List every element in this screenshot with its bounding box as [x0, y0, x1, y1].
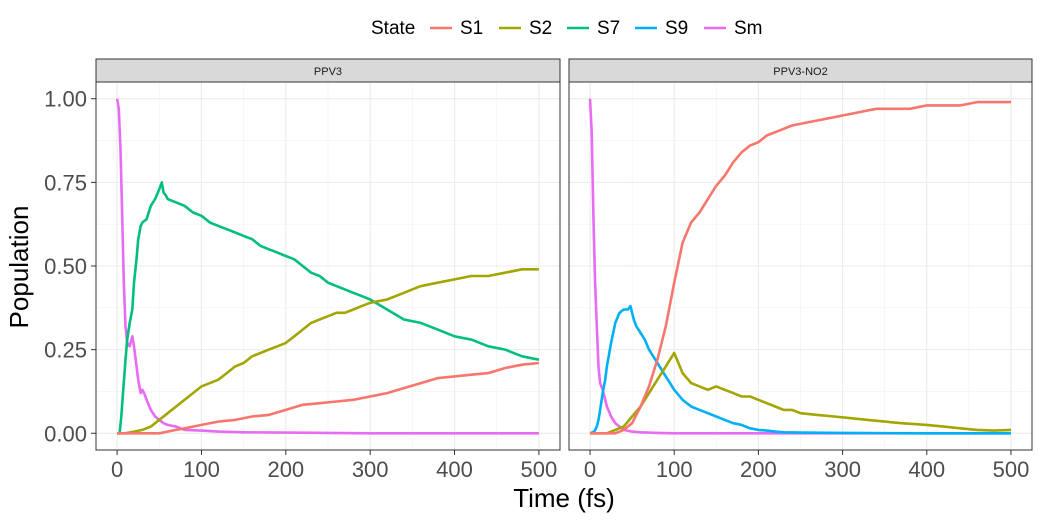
panel-2: PPV3-NO2 0 100 200 300 400 500 — [568, 58, 1033, 482]
x-tick-label: 200 — [740, 457, 777, 482]
legend-label-s9: S9 — [665, 18, 688, 39]
panel-1: PPV3 0 100 200 300 400 500 0.00 0.25 0.50 0.75 1.00 — [44, 58, 561, 482]
x-tick-label: 100 — [183, 457, 220, 482]
x-tick-label: 100 — [656, 457, 693, 482]
legend-label-s2: S2 — [529, 18, 552, 39]
x-tick-label: 400 — [436, 457, 473, 482]
x-tick-label: 500 — [993, 457, 1030, 482]
x-tick-label: 0 — [584, 457, 596, 482]
grid — [96, 82, 560, 450]
series-line-s1 — [117, 361, 540, 435]
legend-title: State — [371, 18, 415, 39]
panel-title: PPV3-NO2 — [773, 66, 827, 78]
y-tick-label: 0.75 — [44, 170, 87, 195]
panel-border — [568, 81, 1033, 451]
legend: State S1 S2 S7 S9 Sm — [371, 18, 763, 39]
legend-label-sm: Sm — [734, 18, 763, 39]
series-line-s2 — [117, 268, 539, 435]
y-tick-label: 0.50 — [44, 254, 87, 279]
series-line-s2 — [590, 351, 1012, 435]
x-tick-label: 300 — [352, 457, 389, 482]
y-axis-title: Population — [4, 206, 34, 329]
y-tick-label: 1.00 — [44, 87, 87, 112]
x-axis-title: Time (fs) — [513, 483, 615, 513]
x-tick-label: 400 — [908, 457, 945, 482]
y-tick-label: 0.00 — [44, 421, 87, 446]
panel-title: PPV3 — [314, 66, 342, 78]
series-line-sm — [588, 98, 1011, 435]
legend-label-s1: S1 — [460, 18, 483, 39]
grid — [569, 82, 1032, 450]
x-tick-label: 0 — [111, 457, 123, 482]
panels: PPV3 0 100 200 300 400 500 0.00 0.25 0.50 0.75 1.00… — [44, 58, 1033, 482]
series-line-sm — [115, 98, 539, 435]
legend-label-s7: S7 — [597, 18, 620, 39]
x-tick-label: 300 — [824, 457, 861, 482]
series-line-s1 — [590, 100, 1011, 435]
series-line-s9 — [589, 304, 1011, 435]
x-tick-label: 500 — [521, 457, 558, 482]
series-line-s7 — [117, 181, 540, 435]
x-tick-label: 200 — [267, 457, 304, 482]
y-tick-label: 0.25 — [44, 338, 87, 363]
